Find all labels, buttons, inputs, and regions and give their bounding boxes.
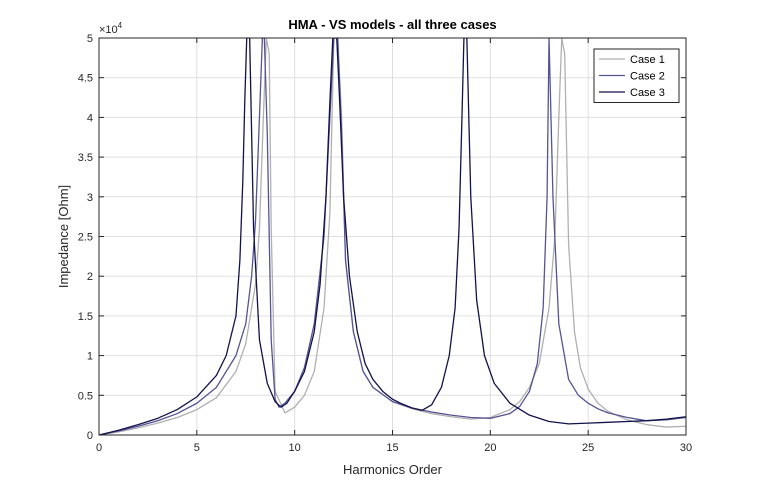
x-tick-label: 5 xyxy=(194,442,200,454)
y-tick-label: 0.5 xyxy=(78,390,93,402)
y-tick-label: 1.5 xyxy=(78,311,93,323)
series-line-3 xyxy=(99,38,686,435)
x-tick-label: 25 xyxy=(582,442,594,454)
x-tick-labels: 0 5 10 15 20 25 30 xyxy=(96,442,692,454)
x-tick-label: 15 xyxy=(386,442,398,454)
ticks xyxy=(98,37,687,436)
y-tick-label: 3.5 xyxy=(78,152,93,164)
y-tick-labels: 0 0.5 1 1.5 2 2.5 3 3.5 4 4.5 5 xyxy=(78,33,93,442)
legend-label-2: Case 2 xyxy=(630,71,665,83)
y-axis-label: Impedance [Ohm] xyxy=(56,185,71,288)
y-tick-label: 2.5 xyxy=(78,232,93,244)
legend: Case 1 Case 2 Case 3 xyxy=(593,48,680,103)
y-tick-label: 5 xyxy=(87,33,93,45)
y-tick-label: 4 xyxy=(87,112,93,124)
y-multiplier-label: ×104 xyxy=(99,21,123,36)
y-tick-label: 3 xyxy=(87,192,93,204)
series-line-2 xyxy=(99,38,686,435)
x-tick-label: 0 xyxy=(96,442,102,454)
series-lines xyxy=(99,38,686,435)
x-tick-label: 20 xyxy=(484,442,496,454)
legend-label-3: Case 3 xyxy=(630,87,665,99)
x-axis-label: Harmonics Order xyxy=(343,462,443,477)
y-tick-label: 1 xyxy=(87,351,93,363)
x-tick-label: 30 xyxy=(680,442,692,454)
legend-label-1: Case 1 xyxy=(630,54,665,66)
y-tick-label: 0 xyxy=(87,430,93,442)
x-tick-label: 10 xyxy=(289,442,301,454)
y-tick-label: 4.5 xyxy=(78,73,93,85)
chart-title: HMA - VS models - all three cases xyxy=(288,17,496,32)
y-tick-label: 2 xyxy=(87,271,93,283)
